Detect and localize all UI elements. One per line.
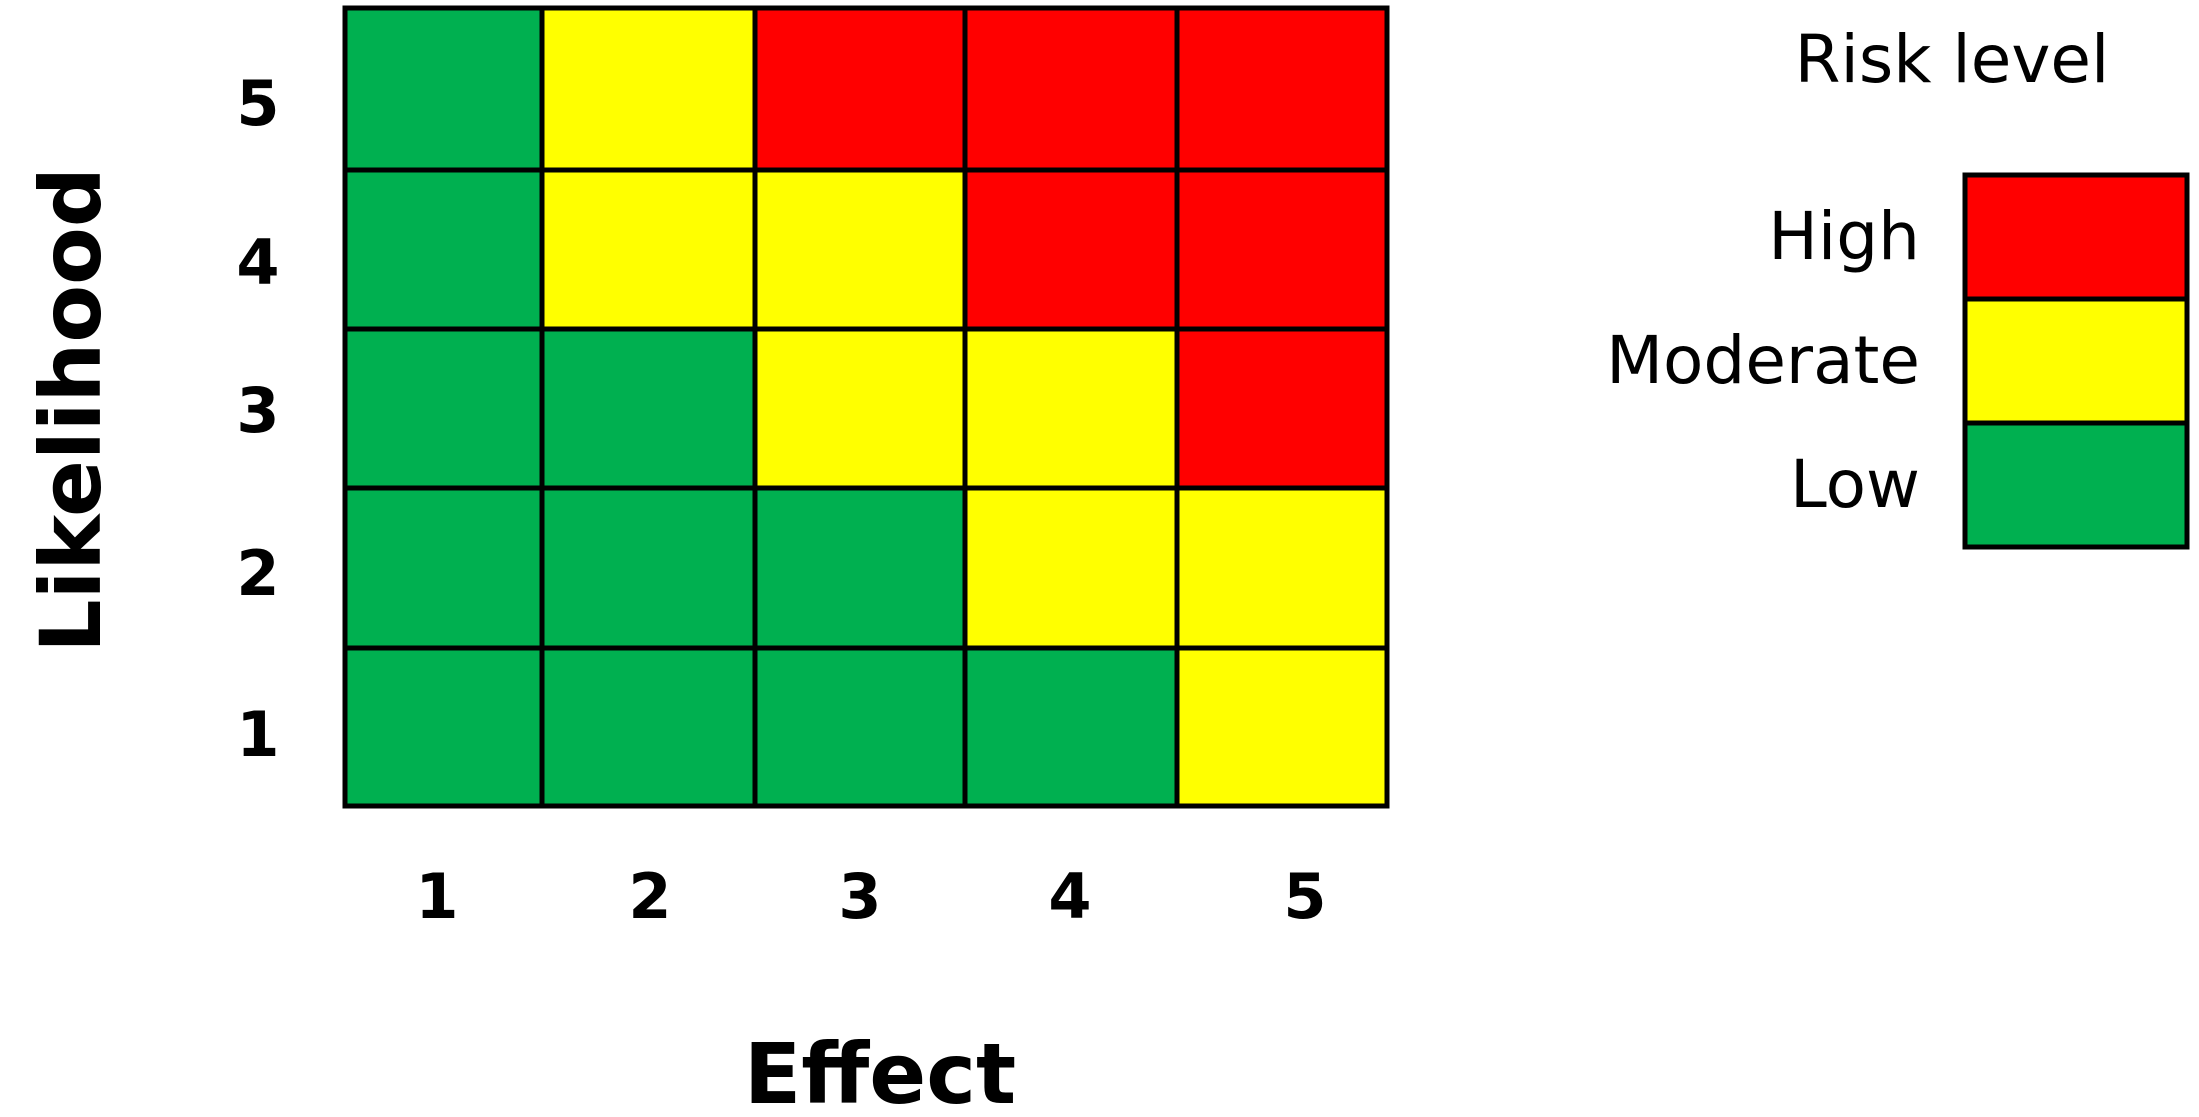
cell-effect-1-likelihood-5 xyxy=(342,5,545,173)
y-axis-ticks: 1 2 3 4 5 xyxy=(236,67,279,771)
y-axis-title: Likelihood xyxy=(22,167,120,653)
legend: High Moderate Low xyxy=(1606,172,2190,550)
cell-effect-2-likelihood-1 xyxy=(539,645,758,809)
cell-effect-3-likelihood-2 xyxy=(752,485,968,651)
legend-swatch-high xyxy=(1962,172,2190,302)
cell-effect-4-likelihood-5 xyxy=(962,5,1180,173)
legend-swatch-low xyxy=(1962,420,2190,550)
cell-effect-4-likelihood-4 xyxy=(962,167,1180,332)
cell-effect-2-likelihood-4 xyxy=(539,167,758,332)
legend-title: Risk level xyxy=(1795,21,2110,98)
cell-effect-1-likelihood-2 xyxy=(342,485,545,651)
cell-effect-4-likelihood-3 xyxy=(962,326,1180,491)
y-tick-label: 5 xyxy=(236,67,279,140)
cell-effect-1-likelihood-1 xyxy=(342,645,545,809)
cell-effect-2-likelihood-5 xyxy=(539,5,758,173)
legend-label-low: Low xyxy=(1790,446,1920,523)
x-tick-label: 5 xyxy=(1283,860,1326,933)
cell-effect-4-likelihood-2 xyxy=(962,485,1180,651)
cell-effect-2-likelihood-3 xyxy=(539,326,758,491)
cell-effect-3-likelihood-1 xyxy=(752,645,968,809)
cell-effect-2-likelihood-2 xyxy=(539,485,758,651)
legend-label-high: High xyxy=(1768,198,1920,275)
cell-effect-1-likelihood-4 xyxy=(342,167,545,332)
y-tick-label: 2 xyxy=(236,537,279,610)
legend-swatch-moderate xyxy=(1962,296,2190,426)
legend-label-moderate: Moderate xyxy=(1606,322,1920,399)
x-tick-label: 4 xyxy=(1048,860,1091,933)
cell-effect-3-likelihood-5 xyxy=(752,5,968,173)
x-tick-label: 1 xyxy=(415,860,458,933)
cell-effect-4-likelihood-1 xyxy=(962,645,1180,809)
cell-effect-5-likelihood-2 xyxy=(1174,485,1390,651)
x-axis-title: Effect xyxy=(744,1025,1016,1113)
x-tick-label: 3 xyxy=(838,860,881,933)
cell-effect-5-likelihood-5 xyxy=(1174,5,1390,173)
cell-effect-5-likelihood-4 xyxy=(1174,167,1390,332)
x-tick-label: 2 xyxy=(628,860,671,933)
cell-effect-5-likelihood-3 xyxy=(1174,326,1390,491)
cell-effect-5-likelihood-1 xyxy=(1174,645,1390,809)
cell-effect-3-likelihood-3 xyxy=(752,326,968,491)
y-tick-label: 3 xyxy=(236,374,279,447)
cell-effect-3-likelihood-4 xyxy=(752,167,968,332)
y-tick-label: 1 xyxy=(236,698,279,771)
y-tick-label: 4 xyxy=(236,226,279,299)
x-axis-ticks: 1 2 3 4 5 xyxy=(415,860,1326,933)
cell-effect-1-likelihood-3 xyxy=(342,326,545,491)
heatmap-cells xyxy=(342,5,1390,809)
